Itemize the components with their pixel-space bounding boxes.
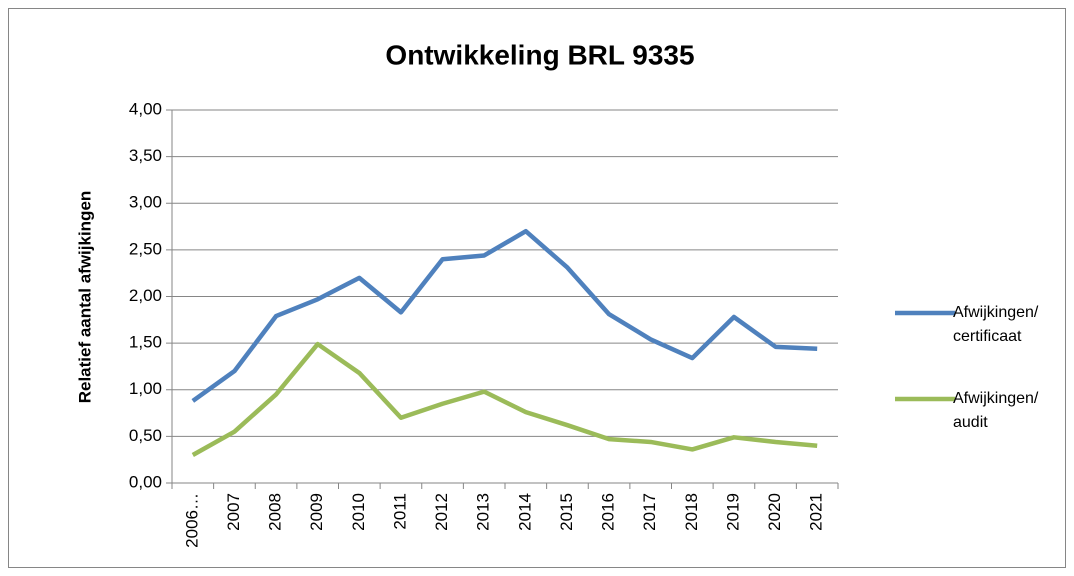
x-tick-label: 2020	[765, 493, 784, 531]
x-tick-label: 2009	[307, 493, 326, 531]
y-tick-label: 3,00	[129, 193, 162, 212]
x-tick-label: 2010	[349, 493, 368, 531]
legend-label: Afwijkingen/ audit	[953, 390, 1039, 431]
x-tick-label: 2012	[432, 493, 451, 531]
y-tick-label: 2,00	[129, 286, 162, 305]
y-tick-label: 1,50	[129, 333, 162, 352]
line-series	[191, 341, 818, 457]
x-tick-label: 2014	[515, 493, 534, 531]
x-tick-label: 2013	[474, 493, 493, 531]
x-tick-label: 2008	[266, 493, 285, 531]
x-tick-label: 2018	[682, 493, 701, 531]
legend-label: Afwijkingen/ certificaat	[953, 304, 1039, 345]
y-tick-label: 0,00	[129, 472, 162, 491]
x-tick-label: 2016	[599, 493, 618, 531]
y-tick-label: 3,50	[129, 146, 162, 165]
x-tick-label: 2017	[640, 493, 659, 531]
y-axis-label: Relatief aantal afwijkingen	[75, 191, 94, 404]
x-tick-label: 2011	[390, 493, 409, 530]
x-tick-label: 2019	[723, 493, 742, 531]
x-tick-label: 2021	[807, 493, 826, 531]
x-tick-label: 2006…	[182, 493, 201, 548]
y-tick-label: 2,50	[129, 239, 162, 258]
x-tick-label: 2015	[557, 493, 576, 531]
y-tick-label: 0,50	[129, 426, 162, 445]
y-tick-label: 4,00	[129, 99, 162, 118]
chart-border	[8, 8, 1066, 568]
chart-title: Ontwikkeling BRL 9335	[385, 39, 694, 70]
y-tick-label: 1,00	[129, 379, 162, 398]
line-series	[191, 228, 818, 403]
x-tick-label: 2007	[224, 493, 243, 531]
